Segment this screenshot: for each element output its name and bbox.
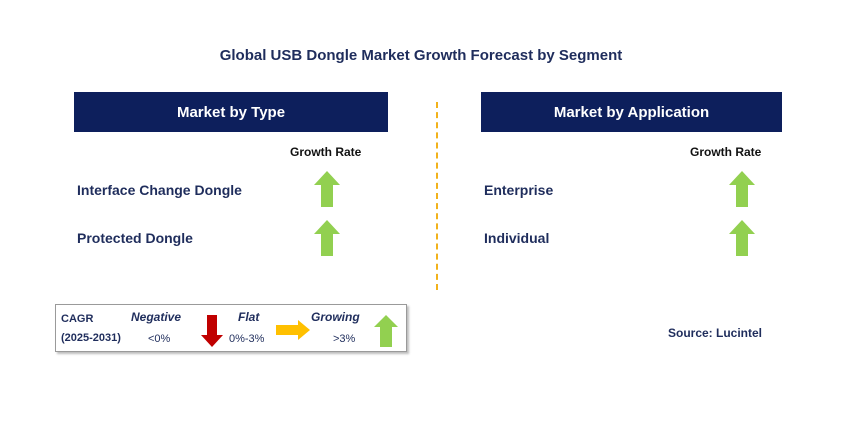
up-arrow-icon bbox=[729, 220, 755, 256]
legend-growing-label: Growing bbox=[311, 310, 360, 324]
up-arrow-icon bbox=[314, 171, 340, 207]
legend-cagr-label: CAGR bbox=[61, 313, 94, 325]
legend-period: (2025-2031) bbox=[61, 332, 121, 344]
up-arrow-icon bbox=[374, 315, 398, 347]
legend-flat-label: Flat bbox=[238, 310, 260, 324]
cagr-legend: CAGR (2025-2031) Negative <0% Flat 0%-3%… bbox=[55, 304, 407, 352]
segment-label-interface-change-dongle: Interface Change Dongle bbox=[77, 182, 242, 198]
chart-title: Global USB Dongle Market Growth Forecast… bbox=[219, 47, 623, 64]
legend-negative-range: <0% bbox=[148, 333, 171, 345]
type-growth-rate-label: Growth Rate bbox=[290, 145, 362, 159]
segment-label-individual: Individual bbox=[484, 230, 550, 246]
legend-flat-range: 0%-3% bbox=[229, 333, 265, 345]
type-panel-header: Market by Type bbox=[74, 92, 388, 132]
panel-divider bbox=[436, 102, 438, 290]
application-growth-rate-label: Growth Rate bbox=[690, 145, 762, 159]
legend-negative-label: Negative bbox=[131, 310, 182, 324]
up-arrow-icon bbox=[729, 171, 755, 207]
segment-label-protected-dongle: Protected Dongle bbox=[77, 230, 193, 246]
right-arrow-icon bbox=[276, 320, 310, 340]
application-panel-header: Market by Application bbox=[481, 92, 782, 132]
down-arrow-icon bbox=[201, 315, 223, 347]
up-arrow-icon bbox=[314, 220, 340, 256]
legend-growing-range: >3% bbox=[333, 333, 356, 345]
segment-label-enterprise: Enterprise bbox=[484, 182, 554, 198]
source-note: Source: Lucintel bbox=[668, 326, 763, 340]
